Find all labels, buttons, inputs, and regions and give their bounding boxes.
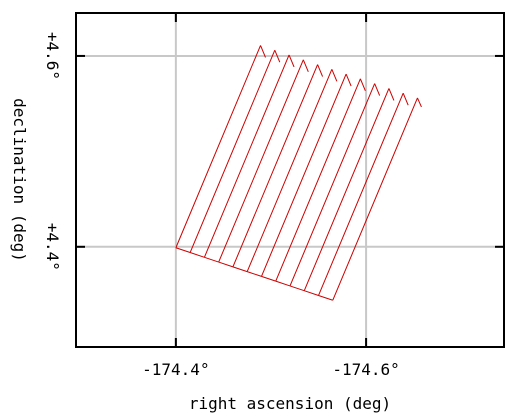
- scan-strip-bottom-edge: [318, 294, 333, 301]
- scan-strip: [203, 54, 290, 258]
- x-tick-label: -174.4°: [142, 360, 209, 379]
- x-tick-label: -174.6°: [332, 360, 399, 379]
- x-axis-label: right ascension (deg): [189, 394, 391, 413]
- scan-strip: [303, 88, 390, 291]
- scan-strip-top-edge: [288, 54, 295, 68]
- scan-strip-top-edge: [331, 69, 338, 82]
- scan-strip: [175, 45, 261, 248]
- scan-strip-bottom-edge: [175, 247, 191, 253]
- scan-strip-top-edge: [302, 59, 309, 72]
- scan-strip-bottom-edge: [304, 290, 319, 296]
- scan-strip: [275, 78, 361, 282]
- y-tick-labels: +4.4° +4.6°: [43, 32, 62, 271]
- scan-strip-bottom-edge: [232, 266, 248, 273]
- scan-strip-bottom-edge: [189, 252, 205, 258]
- scan-strip-bottom-edge: [289, 285, 305, 292]
- scan-strip-bottom-edge: [204, 256, 219, 263]
- y-tick-label: +4.4°: [43, 223, 62, 271]
- scan-strip-bottom-edge: [261, 275, 276, 282]
- scan-strip-top-edge: [317, 64, 324, 77]
- scan-strip: [189, 50, 276, 253]
- scan-strip-top-edge: [416, 97, 422, 108]
- scan-strip-top-edge: [402, 92, 409, 106]
- y-tick-label: +4.6°: [43, 32, 62, 80]
- scan-strip-top-edge: [274, 50, 281, 63]
- y-axis-label: declination (deg): [10, 98, 29, 262]
- scan-strip-bottom-edge: [218, 261, 234, 268]
- scan-strip: [232, 64, 319, 268]
- grid-lines: [76, 13, 504, 347]
- x-tick-labels: -174.4° -174.6°: [142, 360, 400, 379]
- tick-marks: [76, 13, 504, 347]
- scan-strip-top-edge: [374, 83, 381, 96]
- plot-frame: [75, 12, 505, 348]
- scan-strip-bottom-edge: [247, 271, 262, 277]
- scan-strip: [218, 59, 304, 263]
- scan-strip-top-edge: [359, 78, 366, 92]
- scan-strip: [318, 92, 404, 296]
- scan-strip: [246, 69, 333, 272]
- scan-strip: [261, 73, 347, 277]
- scan-strip-bottom-edge: [275, 280, 291, 287]
- scan-strip-top-edge: [260, 45, 266, 58]
- scan-strip: [332, 97, 418, 301]
- scan-strip: [289, 83, 376, 287]
- scan-strip-top-edge: [388, 88, 395, 101]
- plot-data: [175, 45, 422, 301]
- scan-strip-top-edge: [345, 73, 352, 87]
